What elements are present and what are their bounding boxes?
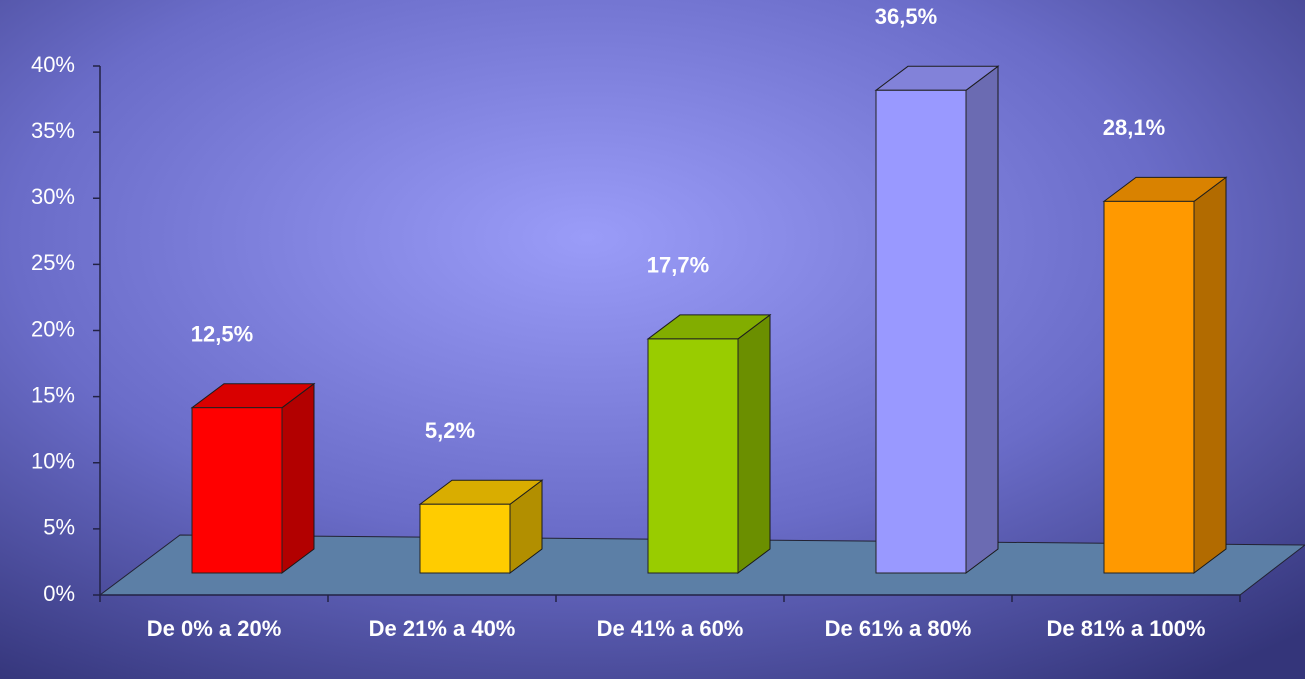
data-label: 17,7%	[647, 253, 709, 278]
bar-side	[281, 382, 315, 574]
data-label: 12,5%	[191, 322, 253, 347]
x-tick-label-box: De 21% a 40%	[368, 616, 516, 641]
bar	[1103, 200, 1195, 574]
bar	[191, 407, 283, 574]
y-tick-label: 0%	[43, 581, 75, 606]
y-tick-label: 30%	[31, 184, 75, 209]
bar-side	[1193, 176, 1227, 574]
data-label: 5,2%	[425, 418, 475, 443]
x-tick-label: De 81% a 100%	[1046, 616, 1206, 641]
x-tick-label-box: De 81% a 100%	[1046, 616, 1206, 641]
data-label: 28,1%	[1103, 115, 1165, 140]
x-tick-label: De 61% a 80%	[824, 616, 972, 641]
bar-side	[965, 65, 999, 574]
x-tick-label: De 41% a 60%	[596, 616, 744, 641]
bar	[647, 338, 739, 574]
y-tick-label: 10%	[31, 449, 75, 474]
data-label: 36,5%	[875, 4, 937, 29]
y-tick-label: 15%	[31, 382, 75, 407]
x-tick-label-box: De 41% a 60%	[596, 616, 744, 641]
bar	[875, 89, 967, 574]
y-tick-label: 5%	[43, 515, 75, 540]
y-tick-label: 35%	[31, 118, 75, 143]
x-tick-label: De 21% a 40%	[368, 616, 516, 641]
bar-side	[737, 313, 771, 574]
y-tick-label: 25%	[31, 250, 75, 275]
x-tick-label: De 0% a 20%	[146, 616, 282, 641]
y-tick-label: 20%	[31, 316, 75, 341]
x-tick-label-box: De 0% a 20%	[146, 616, 282, 641]
bar	[419, 503, 511, 574]
y-tick-label: 40%	[31, 52, 75, 77]
x-tick-label-box: De 61% a 80%	[824, 616, 972, 641]
